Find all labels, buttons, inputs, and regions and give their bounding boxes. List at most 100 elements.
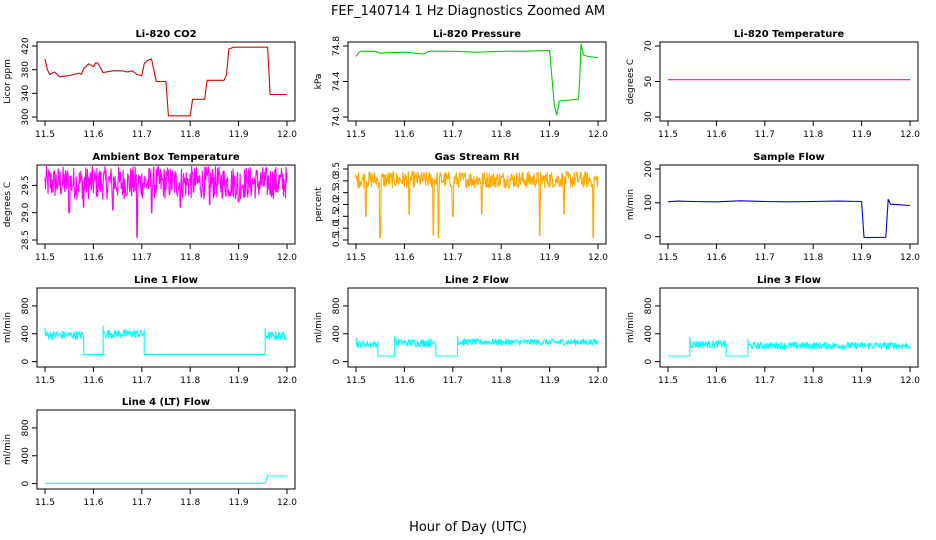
y-axis-label: ml/min <box>3 312 13 343</box>
panel-line-2-flow: Line 2 Flow ml/min 11.5 11.6 11.7 11.8 11.9 12.… <box>314 275 608 386</box>
y-tick-label: 400 <box>21 325 31 342</box>
x-tick-label: 11.5 <box>346 376 366 386</box>
x-tick-label: 12.0 <box>277 130 297 140</box>
y-tick-label: 200 <box>644 160 654 177</box>
panel-line-3-flow: Line 3 Flow ml/min 11.5 11.6 11.7 11.8 11.9 12.… <box>626 275 920 386</box>
x-tick-label: 12.0 <box>900 376 920 386</box>
x-tick-label: 11.9 <box>852 130 872 140</box>
y-tick-label: 800 <box>644 297 654 314</box>
plot-frame <box>36 41 296 122</box>
panel-title: Li-820 CO2 <box>135 29 196 40</box>
y-tick-label: 29.0 <box>21 202 31 222</box>
series-line-gas-stream-rh <box>355 170 599 239</box>
panel-title: Line 2 Flow <box>445 275 509 286</box>
panel-sample-flow: Sample Flow ml/min 11.5 11.6 11.7 11.8 11.9 12.… <box>626 152 920 263</box>
x-tick-label: 11.5 <box>658 253 678 263</box>
panel-title: Line 4 (LT) Flow <box>122 397 210 408</box>
y-tick-label: 70 <box>644 40 654 52</box>
plot-frame <box>347 287 607 368</box>
x-tick-label: 11.8 <box>491 130 511 140</box>
x-tick-label: 11.8 <box>803 376 823 386</box>
x-tick-label: 11.7 <box>755 130 775 140</box>
y-tick-label: 0 <box>21 358 31 364</box>
y-tick-label: 74.0 <box>332 107 342 127</box>
panel-title: Line 1 Flow <box>134 275 198 286</box>
x-tick-label: 11.6 <box>706 253 726 263</box>
panel-title: Li-820 Pressure <box>433 29 521 40</box>
x-tick-label: 11.8 <box>180 498 200 508</box>
y-tick-label: 28.5 <box>21 230 31 250</box>
plot-frame <box>659 287 919 368</box>
y-tick-label: 420 <box>21 37 31 54</box>
x-tick-label: 11.8 <box>803 130 823 140</box>
y-tick-label: 50 <box>644 76 654 88</box>
x-tick-label: 11.7 <box>132 130 152 140</box>
x-tick-label: 11.7 <box>443 130 463 140</box>
y-tick-label: 800 <box>21 297 31 314</box>
y-tick-label: 800 <box>21 419 31 436</box>
y-tick-label: 0.5 <box>332 233 342 247</box>
plot-frame <box>347 41 607 122</box>
x-tick-label: 11.9 <box>540 376 560 386</box>
x-tick-label: 12.0 <box>277 376 297 386</box>
panel-li-820-temperature: Li-820 Temperature degrees C 11.5 11.6 11.7 1… <box>626 29 920 140</box>
x-tick-label: 11.7 <box>132 253 152 263</box>
y-tick-label: 2.0 <box>332 197 342 212</box>
x-tick-label: 11.8 <box>180 253 200 263</box>
panel-gas-stream-rh: Gas Stream RH percent 11.5 11.6 11.7 11.8 11.9… <box>314 152 608 263</box>
y-tick-label: 380 <box>21 61 31 78</box>
y-tick-label: 400 <box>332 325 342 342</box>
y-tick-label: 29.5 <box>21 175 31 195</box>
y-tick-label: 0 <box>332 358 342 364</box>
panel-title: Line 3 Flow <box>757 275 821 286</box>
y-tick-label: 3.5 <box>332 162 342 176</box>
x-tick-label: 11.9 <box>540 130 560 140</box>
y-tick-label: 74.8 <box>332 36 342 56</box>
x-tick-label: 11.5 <box>35 253 55 263</box>
x-tick-label: 11.6 <box>706 376 726 386</box>
y-tick-label: 74.4 <box>332 71 342 91</box>
x-tick-label: 11.8 <box>180 376 200 386</box>
plot-frame <box>659 164 919 245</box>
plot-frame <box>659 41 919 122</box>
x-tick-label: 11.5 <box>658 130 678 140</box>
x-tick-label: 12.0 <box>588 253 608 263</box>
y-axis-label: percent <box>314 187 324 222</box>
series-line-line-4-lt-flow <box>45 474 287 484</box>
x-tick-label: 11.9 <box>229 130 249 140</box>
panels: Li-820 CO2 Licor ppm 11.5 11.6 11.7 11.8 11.9 1… <box>3 29 920 508</box>
y-axis-label: ml/min <box>3 434 13 465</box>
x-tick-label: 11.7 <box>443 376 463 386</box>
x-tick-label: 11.5 <box>346 130 366 140</box>
y-tick-label: 1.0 <box>332 221 342 236</box>
y-tick-label: 800 <box>332 297 342 314</box>
series-line-li-820-pressure <box>355 43 599 116</box>
series-line-sample-flow <box>667 198 911 239</box>
figure-title: FEF_140714 1 Hz Diagnostics Zoomed AM <box>331 4 605 19</box>
x-tick-label: 11.5 <box>35 498 55 508</box>
panel-title: Sample Flow <box>753 152 825 163</box>
y-axis-label: degrees C <box>626 59 636 104</box>
x-tick-label: 11.6 <box>83 376 103 386</box>
y-tick-label: 0 <box>21 480 31 486</box>
x-tick-label: 11.9 <box>852 253 872 263</box>
y-axis-label: ml/min <box>626 189 636 220</box>
y-tick-label: 100 <box>644 194 654 211</box>
x-tick-label: 11.5 <box>35 130 55 140</box>
y-axis-label: degrees C <box>3 182 13 227</box>
x-tick-label: 12.0 <box>588 130 608 140</box>
x-tick-label: 12.0 <box>277 498 297 508</box>
y-axis-label: ml/min <box>626 312 636 343</box>
plot-frame <box>36 164 296 245</box>
series-line-line-1-flow <box>44 325 288 356</box>
panel-li-820-co2: Li-820 CO2 Licor ppm 11.5 11.6 11.7 11.8 11.9 1… <box>3 29 297 140</box>
y-tick-label: 400 <box>644 325 654 342</box>
y-tick-label: 2.5 <box>332 186 342 200</box>
x-tick-label: 11.7 <box>443 253 463 263</box>
x-tick-label: 11.9 <box>229 376 249 386</box>
series-line-li-820-co2 <box>44 46 287 117</box>
y-tick-label: 400 <box>21 447 31 464</box>
y-tick-label: 300 <box>21 108 31 125</box>
